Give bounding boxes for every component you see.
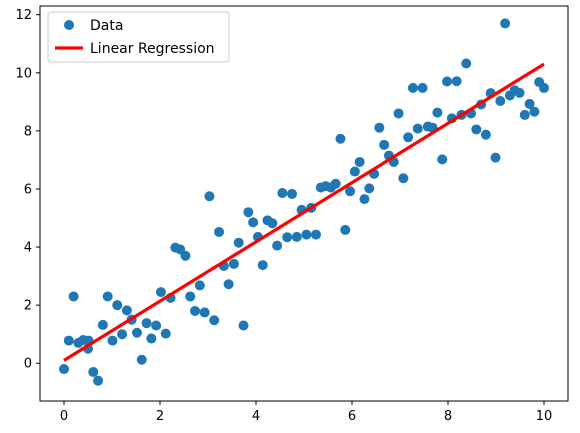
x-tick-label: 6 xyxy=(348,409,356,424)
data-point xyxy=(354,156,365,167)
data-point xyxy=(359,194,370,205)
data-point xyxy=(398,173,409,184)
y-tick-label: 2 xyxy=(24,299,32,314)
data-point xyxy=(349,166,360,177)
y-tick-label: 10 xyxy=(15,66,32,81)
data-point xyxy=(277,188,288,199)
data-point xyxy=(461,58,472,69)
data-point xyxy=(243,207,254,218)
regression-line xyxy=(63,62,545,362)
data-point xyxy=(233,237,244,248)
data-point xyxy=(88,366,99,377)
data-point xyxy=(495,95,506,106)
legend-box xyxy=(47,11,230,63)
x-tick-label: 4 xyxy=(252,409,260,424)
data-point xyxy=(311,229,321,240)
data-point xyxy=(93,375,104,386)
data-point xyxy=(131,327,142,338)
data-point xyxy=(257,260,268,271)
legend-label-regression: Linear Regression xyxy=(90,41,215,57)
data-point xyxy=(442,76,453,87)
y-tick-label: 4 xyxy=(24,241,32,256)
y-tick-label: 12 xyxy=(15,8,32,23)
data-point xyxy=(228,258,239,269)
data-point xyxy=(117,329,128,340)
data-point xyxy=(282,232,293,243)
y-tick-label: 6 xyxy=(24,182,32,197)
data-point xyxy=(267,218,278,229)
data-point xyxy=(330,178,341,189)
data-point xyxy=(340,224,351,235)
x-tick-label: 2 xyxy=(156,409,164,424)
data-point xyxy=(301,229,312,240)
data-point xyxy=(59,364,69,375)
data-point xyxy=(190,305,201,316)
data-point xyxy=(480,129,491,140)
data-point xyxy=(97,319,108,330)
data-point xyxy=(155,287,166,298)
data-point xyxy=(199,307,210,318)
data-point xyxy=(136,354,147,365)
data-point xyxy=(194,280,205,291)
data-point xyxy=(160,328,171,339)
x-tick-label: 8 xyxy=(444,409,452,424)
legend-marker-data xyxy=(64,20,74,30)
data-point xyxy=(437,154,448,165)
data-point xyxy=(112,300,123,311)
data-point xyxy=(102,291,113,302)
data-point xyxy=(412,123,423,134)
data-point xyxy=(238,320,249,331)
data-point xyxy=(500,18,511,29)
data-point xyxy=(335,133,346,144)
data-point xyxy=(345,186,356,197)
data-point xyxy=(379,139,390,150)
data-point xyxy=(121,305,132,316)
data-point xyxy=(223,279,234,290)
data-point xyxy=(471,124,482,135)
data-point xyxy=(364,183,375,194)
y-tick-label: 0 xyxy=(24,357,32,372)
x-tick-label: 0 xyxy=(60,409,68,424)
data-point xyxy=(180,250,191,261)
data-point xyxy=(407,82,418,93)
data-point xyxy=(432,107,443,118)
data-point xyxy=(151,320,162,331)
data-point xyxy=(514,87,525,98)
plot-area xyxy=(40,6,568,401)
data-point xyxy=(68,291,79,302)
data-point xyxy=(214,226,225,237)
data-point xyxy=(519,109,530,120)
data-point xyxy=(248,217,259,228)
data-point xyxy=(272,240,283,251)
data-point xyxy=(287,188,297,199)
y-tick-label: 8 xyxy=(24,124,32,139)
data-point xyxy=(393,108,404,119)
data-point xyxy=(529,106,540,117)
data-point xyxy=(107,335,118,346)
data-point xyxy=(291,231,302,242)
data-point xyxy=(417,82,428,93)
data-point xyxy=(204,191,215,202)
data-point xyxy=(403,132,414,143)
data-point xyxy=(451,76,462,87)
x-tick-label: 10 xyxy=(536,409,553,424)
axes-frame xyxy=(39,5,569,402)
data-point xyxy=(524,98,535,109)
data-point xyxy=(63,335,74,346)
data-point xyxy=(185,291,196,302)
data-point xyxy=(374,122,385,133)
data-point xyxy=(539,82,549,93)
data-point xyxy=(141,318,152,329)
legend-label-data: Data xyxy=(90,18,123,34)
data-point xyxy=(490,152,501,163)
data-point xyxy=(209,315,220,326)
data-point xyxy=(146,333,157,344)
